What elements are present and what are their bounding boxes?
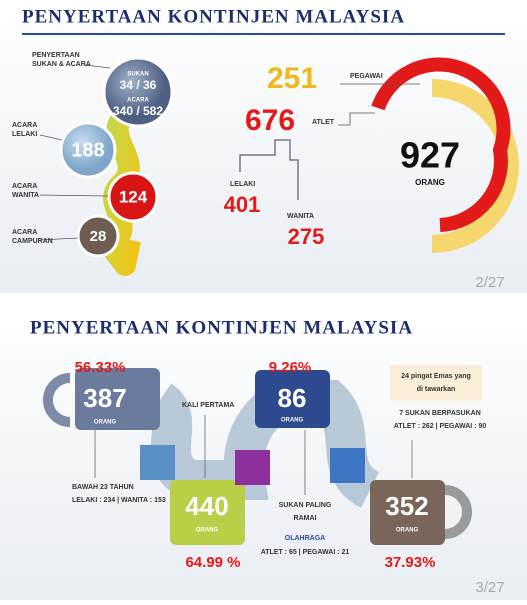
- page-number: 3/27: [475, 579, 504, 596]
- label-sukan-acara: SUKAN & ACARA: [32, 61, 91, 68]
- acara-wanita-value: 124: [119, 187, 148, 206]
- mug-handle: [444, 485, 472, 539]
- u23-percent: 56.33%: [75, 359, 126, 376]
- most-label: SUKAN PALING: [279, 502, 332, 509]
- total-label: ORANG: [415, 178, 445, 187]
- acara-lelaki-value: 188: [71, 139, 104, 161]
- atlet-value: 676: [245, 104, 295, 137]
- most-sport: OLAHRAGA: [285, 535, 325, 542]
- label-pointers: [39, 64, 111, 241]
- u23-unit: ORANG: [94, 420, 117, 426]
- block-387: [75, 368, 160, 430]
- circle-wanita: [107, 171, 159, 223]
- team-note: di tawarkan: [417, 386, 456, 393]
- label-lelaki: ACARA: [12, 122, 37, 129]
- first-unit: ORANG: [196, 528, 219, 534]
- acara-label: ACARA: [127, 98, 149, 104]
- wanita-label: WANITA: [287, 213, 314, 220]
- most-percent: 9.26%: [269, 359, 312, 376]
- lelaki-label: LELAKI: [230, 181, 255, 188]
- icon-team: [330, 448, 365, 483]
- slide-title: PENYERTAAN KONTINJEN MALAYSIA: [30, 317, 413, 338]
- note-box: [390, 365, 482, 401]
- gauge-inner: [371, 57, 511, 232]
- block-440: [170, 480, 245, 545]
- label-wanita: ACARA: [12, 183, 37, 190]
- first-label: KALI PERTAMA: [182, 402, 234, 409]
- circle-campuran: [76, 214, 120, 258]
- icon-money: [235, 450, 270, 485]
- pointer: [338, 112, 375, 126]
- first-value: 440: [185, 491, 228, 521]
- team-unit: ORANG: [396, 528, 419, 534]
- acara-value: 340 / 582: [113, 104, 163, 118]
- atlet-label: ATLET: [312, 119, 335, 126]
- team-percent: 37.93%: [385, 554, 436, 571]
- team-value: 352: [385, 491, 428, 521]
- most-value: 86: [278, 383, 307, 413]
- lelaki-value: 401: [224, 192, 261, 217]
- pegawai-label: PEGAWAI: [350, 73, 383, 80]
- slide-title: PENYERTAAN KONTINJEN MALAYSIA: [22, 6, 405, 27]
- label-lelaki: LELAKI: [12, 131, 37, 138]
- team-label: 7 SUKAN BERPASUKAN: [399, 410, 481, 417]
- slide-2: PENYERTAAN KONTINJEN MALAYSIA 56.33% 387…: [0, 300, 527, 600]
- icon-briefcase: [140, 445, 175, 480]
- acara-campuran-value: 28: [90, 228, 107, 245]
- team-note: 24 pingat Emas yang: [401, 373, 471, 380]
- label-campuran: ACARA: [12, 229, 37, 236]
- block-352: [370, 480, 445, 545]
- team-detail: ATLET : 262 | PEGAWAI : 90: [394, 423, 487, 430]
- sukan-label: SUKAN: [127, 72, 148, 78]
- slide-1: PENYERTAAN KONTINJEN MALAYSIA SUKAN 34 /…: [0, 0, 527, 293]
- first-percent: 64.99 %: [185, 554, 240, 571]
- page-number: 2/27: [475, 274, 504, 291]
- mug-handle: [43, 373, 71, 427]
- gauge-outer: [431, 79, 519, 253]
- label-sukan-acara: PENYERTAAN: [32, 52, 80, 59]
- label-wanita: WANITA: [12, 192, 39, 199]
- total-value: 927: [400, 135, 460, 176]
- block-86: [255, 370, 330, 428]
- most-label: RAMAI: [294, 515, 317, 522]
- circle-sukan: [102, 56, 174, 128]
- u23-detail: LELAKI : 234 | WANITA : 153: [72, 497, 166, 504]
- wanita-value: 275: [288, 224, 325, 249]
- most-detail: ATLET : 65 | PEGAWAI : 21: [261, 549, 350, 556]
- sukan-value: 34 / 36: [120, 78, 157, 92]
- split-arrow: [239, 139, 299, 200]
- most-unit: ORANG: [281, 418, 304, 424]
- circle-lelaki: [59, 121, 117, 179]
- u23-value: 387: [83, 383, 126, 413]
- u23-label: BAWAH 23 TAHUN: [72, 484, 134, 491]
- label-campuran: CAMPURAN: [12, 238, 53, 245]
- pegawai-value: 251: [267, 62, 317, 95]
